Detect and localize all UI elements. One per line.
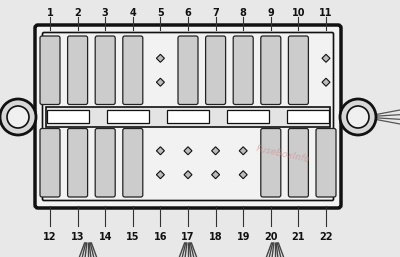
Polygon shape [156, 171, 164, 179]
Text: 18: 18 [209, 232, 222, 242]
Bar [107, 110, 149, 123]
FancyBboxPatch shape [95, 36, 115, 105]
Text: 13: 13 [71, 232, 84, 242]
Text: 12: 12 [43, 232, 57, 242]
Polygon shape [184, 147, 192, 155]
Text: 5: 5 [157, 8, 164, 18]
Text: 8: 8 [240, 8, 247, 18]
Circle shape [347, 106, 369, 128]
FancyBboxPatch shape [95, 128, 115, 197]
Polygon shape [212, 147, 220, 155]
Circle shape [7, 106, 29, 128]
Text: 21: 21 [292, 232, 305, 242]
FancyBboxPatch shape [233, 36, 253, 105]
FancyBboxPatch shape [288, 36, 308, 105]
FancyBboxPatch shape [123, 36, 143, 105]
FancyBboxPatch shape [206, 36, 226, 105]
Text: 7: 7 [212, 8, 219, 18]
Circle shape [340, 99, 376, 135]
Text: 19: 19 [236, 232, 250, 242]
Text: 20: 20 [264, 232, 278, 242]
Polygon shape [156, 147, 164, 155]
FancyBboxPatch shape [68, 36, 88, 105]
FancyBboxPatch shape [261, 36, 281, 105]
FancyBboxPatch shape [288, 128, 308, 197]
Polygon shape [322, 54, 330, 62]
Bar [46, 106, 330, 126]
Text: 4: 4 [130, 8, 136, 18]
Bar [47, 110, 89, 123]
Text: 17: 17 [181, 232, 195, 242]
Text: 10: 10 [292, 8, 305, 18]
Bar [167, 110, 209, 123]
FancyBboxPatch shape [40, 128, 60, 197]
Text: 11: 11 [319, 8, 333, 18]
Text: 14: 14 [98, 232, 112, 242]
Bar [227, 110, 269, 123]
Text: 9: 9 [268, 8, 274, 18]
Text: 16: 16 [154, 232, 167, 242]
FancyBboxPatch shape [123, 128, 143, 197]
Polygon shape [184, 171, 192, 179]
Text: 1: 1 [47, 8, 53, 18]
Text: 3: 3 [102, 8, 108, 18]
Polygon shape [239, 171, 247, 179]
Text: 22: 22 [319, 232, 333, 242]
Polygon shape [156, 78, 164, 86]
Text: 15: 15 [126, 232, 140, 242]
FancyBboxPatch shape [316, 128, 336, 197]
Bar [287, 110, 329, 123]
Polygon shape [322, 78, 330, 86]
FancyBboxPatch shape [40, 36, 60, 105]
Text: 2: 2 [74, 8, 81, 18]
Polygon shape [239, 147, 247, 155]
Text: 6: 6 [185, 8, 191, 18]
FancyBboxPatch shape [68, 128, 88, 197]
Circle shape [0, 99, 36, 135]
Text: FuseBoxInfo: FuseBoxInfo [255, 144, 310, 164]
FancyBboxPatch shape [178, 36, 198, 105]
Polygon shape [212, 171, 220, 179]
FancyBboxPatch shape [261, 128, 281, 197]
FancyBboxPatch shape [35, 25, 341, 208]
Polygon shape [156, 54, 164, 62]
